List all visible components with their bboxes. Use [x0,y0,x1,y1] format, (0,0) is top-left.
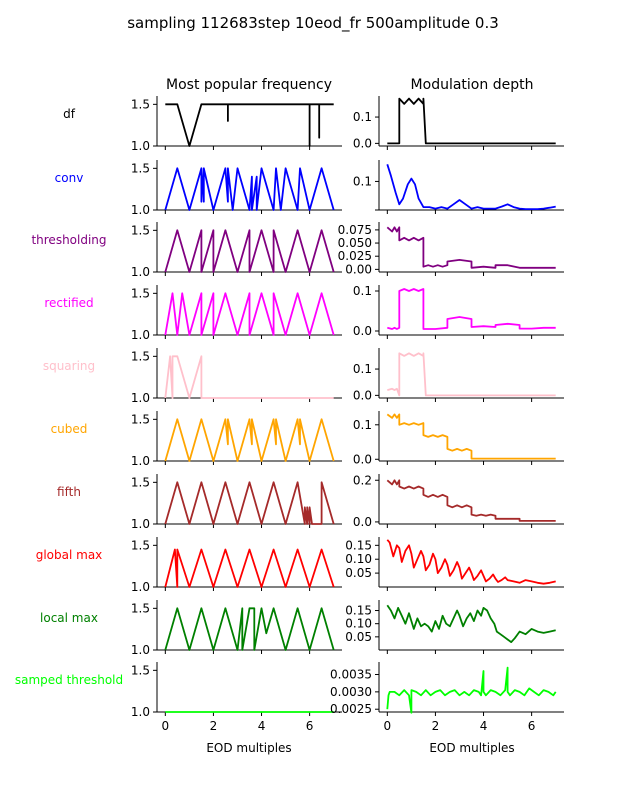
freq-y-tick-label-rectified: 1.0 [131,328,150,342]
depth-y-tick-label-df: 0.0 [353,136,372,150]
depth-line-local-max [386,604,556,643]
row-label-local-max: local max [40,611,98,625]
depth-y-tick-label-global-max: 0.05 [345,566,372,580]
freq-line-cubed [164,418,335,462]
depth-line-thresholding [386,226,556,269]
left-x-axis-label: EOD multiples [206,741,291,755]
figure-suptitle: sampling 112683step 10eod_fr 500amplitud… [127,14,499,33]
freq-y-tick-label-rectified: 1.5 [131,286,150,300]
depth-y-tick-label-samped-threshold: 0.0025 [330,702,372,716]
freq-y-tick-label-global-max: 1.0 [131,580,150,594]
depth-y-tick-label-local-max: 0.15 [345,604,372,618]
depth-y-tick-label-thresholding: 0.025 [338,249,372,263]
freq-y-tick-label-squaring: 1.0 [131,391,150,405]
freq-line-conv [164,167,335,211]
row-label-df: df [63,107,76,121]
depth-y-tick-label-fifth: 0.0 [353,515,372,529]
depth-line-rectified [387,288,556,330]
depth-x-tick-label: 2 [432,719,440,733]
depth-x-tick-label: 6 [528,719,536,733]
freq-line-thresholding [164,229,335,273]
freq-y-tick-label-fifth: 1.5 [131,475,150,489]
depth-y-tick-label-thresholding: 0.075 [338,223,372,237]
freq-y-tick-label-samped-threshold: 1.5 [131,663,150,677]
row-label-rectified: rectified [44,296,93,310]
depth-y-tick-label-cubed: 0.1 [353,418,372,432]
row-label-conv: conv [55,171,84,185]
row-label-thresholding: thresholding [31,233,106,247]
freq-y-tick-label-squaring: 1.5 [131,349,150,363]
depth-y-tick-label-df: 0.1 [353,110,372,124]
freq-x-tick-label: 2 [210,719,218,733]
freq-x-tick-label: 4 [258,719,266,733]
depth-x-tick-label: 4 [480,719,488,733]
right-column-title: Modulation depth [411,77,534,93]
depth-y-tick-label-thresholding: 0.00 [345,262,372,276]
freq-y-tick-label-df: 1.0 [131,139,150,153]
depth-line-df [387,97,556,145]
right-x-axis-label: EOD multiples [429,741,514,755]
freq-line-global-max [164,548,335,588]
freq-y-tick-label-conv: 1.5 [131,161,150,175]
freq-line-local-max [164,607,335,651]
freq-y-tick-label-thresholding: 1.5 [131,223,150,237]
freq-y-tick-label-samped-threshold: 1.0 [131,705,150,719]
depth-y-tick-label-global-max: 0.15 [345,538,372,552]
freq-y-tick-label-thresholding: 1.0 [131,265,150,279]
freq-y-tick-label-cubed: 1.0 [131,454,150,468]
freq-y-tick-label-local-max: 1.0 [131,643,150,657]
depth-line-conv [386,164,556,211]
freq-y-tick-label-fifth: 1.0 [131,517,150,531]
depth-line-global-max [386,539,556,585]
freq-x-tick-label: 6 [306,719,314,733]
freq-y-tick-label-cubed: 1.5 [131,412,150,426]
depth-y-tick-label-samped-threshold: 0.0035 [330,668,372,682]
row-label-global-max: global max [36,548,103,562]
freq-x-tick-label: 0 [162,719,170,733]
freq-y-tick-label-conv: 1.0 [131,203,150,217]
row-label-fifth: fifth [57,485,81,499]
freq-y-tick-label-global-max: 1.5 [131,538,150,552]
depth-y-tick-label-thresholding: 0.050 [338,236,372,250]
freq-line-rectified [164,292,335,336]
row-label-samped-threshold: samped threshold [15,673,123,687]
freq-line-fifth [164,481,335,525]
depth-y-tick-label-fifth: 0.2 [353,473,372,487]
row-label-squaring: squaring [43,359,95,373]
depth-y-tick-label-local-max: 0.05 [345,630,372,644]
freq-line-df [165,103,334,147]
depth-y-tick-label-global-max: 0.10 [345,552,372,566]
left-column-title: Most popular frequency [166,77,332,93]
depth-y-tick-label-cubed: 0.0 [353,452,372,466]
freq-line-squaring [164,355,334,399]
depth-y-tick-label-conv: 0.1 [353,174,372,188]
depth-y-tick-label-rectified: 0.0 [353,324,372,338]
depth-line-fifth [386,479,556,522]
depth-y-tick-label-squaring: 0.1 [353,362,372,376]
depth-y-tick-label-local-max: 0.10 [345,617,372,631]
depth-x-tick-label: 0 [384,719,392,733]
depth-line-cubed [386,413,556,460]
freq-y-tick-label-df: 1.5 [131,97,150,111]
depth-y-tick-label-rectified: 0.1 [353,284,372,298]
depth-line-squaring [387,352,556,397]
depth-y-tick-label-squaring: 0.0 [353,388,372,402]
panels-group: df 1.0 1.5 0.0 0.1 conv 1.0 1.5 0.1 thresholding 1… [15,96,564,733]
depth-line-samped-threshold [386,666,557,714]
depth-y-tick-label-samped-threshold: 0.0030 [330,685,372,699]
row-label-cubed: cubed [51,422,88,436]
freq-y-tick-label-local-max: 1.5 [131,601,150,615]
